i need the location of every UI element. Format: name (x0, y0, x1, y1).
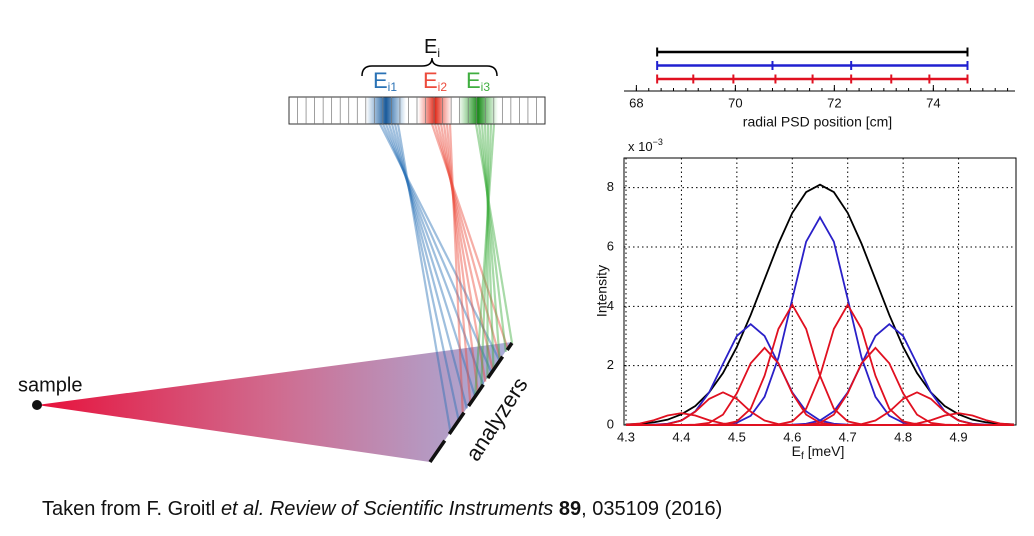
band-red (418, 97, 452, 124)
y-multiplier-base: x 10 (628, 139, 653, 154)
x-tick-label: 4.5 (728, 429, 746, 444)
x-tick-label: 70 (728, 95, 742, 110)
ray (436, 123, 494, 372)
x-axis-label: Ef [meV] (792, 443, 845, 462)
ei-sub: i (437, 46, 440, 60)
y-tick-label: 0 (607, 416, 614, 431)
ray (483, 123, 495, 370)
caption-part: et al. Review of Scientific Instruments (221, 498, 553, 520)
x-tick-label: 4.3 (617, 429, 635, 444)
y-tick-label: 8 (607, 179, 614, 194)
detector (288, 96, 546, 125)
ray (445, 123, 472, 404)
curve (626, 303, 1014, 426)
beam-main: E (423, 68, 438, 93)
ray (379, 123, 501, 362)
curve (626, 303, 1014, 426)
y-multiplier: x 10−3 (628, 137, 663, 154)
ray (486, 123, 490, 379)
ray (480, 123, 501, 361)
band-green (458, 97, 498, 124)
caption-part: , 035109 (2016) (581, 498, 722, 520)
ray (477, 123, 507, 353)
x-tick-label: 4.4 (672, 429, 690, 444)
x-tick-label: 4.7 (839, 429, 857, 444)
caption-part: 89 (559, 498, 581, 520)
curve (626, 215, 1014, 426)
x-tick-label: 4.8 (894, 429, 912, 444)
ray (381, 123, 493, 374)
ray (390, 123, 468, 409)
scattered-beam (37, 342, 512, 462)
y-multiplier-exp: −3 (653, 137, 663, 147)
beam-label: Ei3 (466, 68, 490, 94)
ray (442, 123, 479, 393)
beam-label: Ei2 (423, 68, 447, 94)
y-tick-label: 2 (607, 357, 614, 372)
diagram: sample analyzers Ei Ei1 Ei2 Ei3 (18, 36, 546, 465)
curve (625, 183, 1015, 426)
ray (384, 123, 485, 386)
band-blue (366, 97, 406, 124)
sample-dot (32, 400, 42, 410)
ray (393, 123, 460, 421)
caption: Taken from F. Groitl et al. Review of Sc… (42, 498, 722, 520)
plot-frame (623, 157, 1017, 426)
beam-sub: i2 (438, 80, 448, 94)
y-axis-label: Intensity (594, 265, 610, 317)
beam-sub: i3 (481, 80, 491, 94)
ray (396, 123, 452, 433)
ray (448, 123, 464, 415)
ray (480, 123, 493, 388)
x-label-rest: [meV] (808, 443, 845, 459)
ei-main: E (424, 36, 437, 58)
analyzers-line (428, 342, 514, 463)
x-tick-label: 4.9 (950, 429, 968, 444)
y-tick-label: 4 (607, 298, 614, 313)
brace (361, 57, 498, 77)
x-tick-label: 72 (827, 95, 841, 110)
sample-label: sample (18, 374, 82, 396)
beam-main: E (466, 68, 481, 93)
x-label-sub: f (801, 451, 804, 462)
ei-label: Ei (424, 36, 440, 60)
ray (439, 123, 487, 382)
x-label-main: E (792, 443, 801, 459)
ray (433, 123, 502, 361)
beam-sub: i1 (388, 80, 398, 94)
ray (430, 123, 509, 350)
x-tick-label: 4.6 (783, 429, 801, 444)
ray (474, 123, 496, 397)
x-axis-label: radial PSD position [cm] (743, 114, 892, 130)
y-tick-label: 6 (607, 238, 614, 253)
curve (626, 412, 1015, 426)
ray (474, 123, 514, 344)
beam-main: E (373, 68, 388, 93)
beam-label: Ei1 (373, 68, 397, 94)
x-tick-label: 68 (629, 95, 643, 110)
ray (387, 123, 477, 397)
caption-part: Taken from F. Groitl (42, 498, 221, 520)
x-tick-label: 74 (926, 95, 940, 110)
rays (379, 123, 514, 433)
